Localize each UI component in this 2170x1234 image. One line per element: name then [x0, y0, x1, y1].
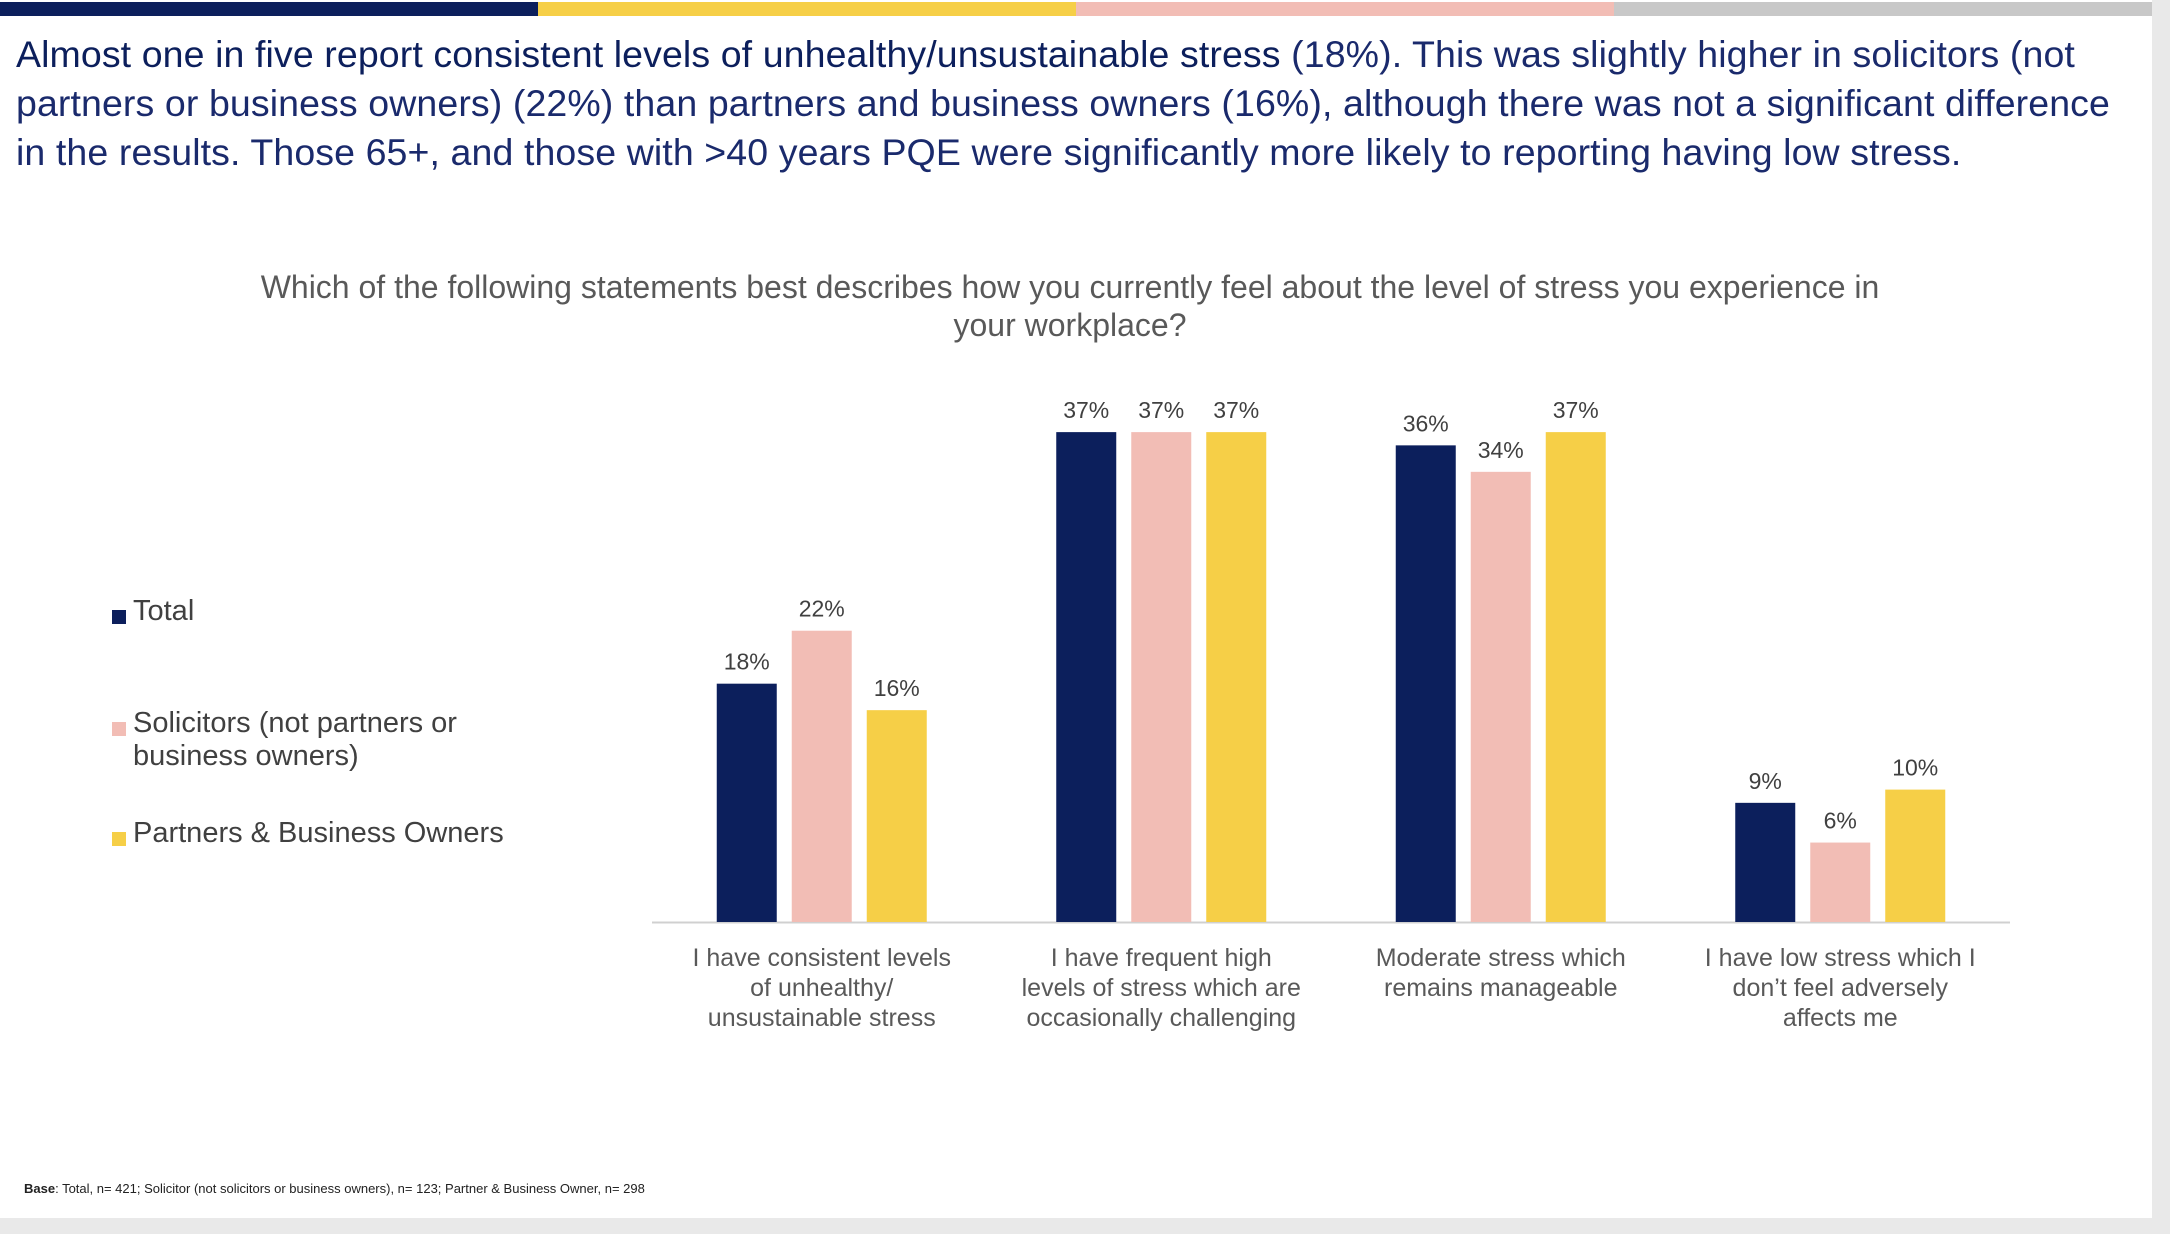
top-bar-segment-grey: [1614, 2, 2152, 16]
headline-rest: (18%). This was slightly higher in solic…: [16, 33, 2110, 173]
bar-partners-2: [1206, 432, 1267, 922]
bar-solicitors-3: [1470, 471, 1531, 922]
data-label-partners-2: 37%: [1213, 397, 1259, 423]
chart-title: Which of the following statements best d…: [260, 269, 1880, 343]
category-label-3: Moderate stress which remains manageable: [1376, 944, 1626, 1002]
bar-solicitors-1: [791, 630, 852, 922]
bar-total-1: [716, 683, 777, 922]
bar-partners-4: [1885, 789, 1946, 922]
bar-total-3: [1395, 445, 1456, 922]
data-label-solicitors-1: 22%: [799, 596, 845, 622]
top-color-bar: [0, 2, 2152, 16]
bar-chart: 18% 22% 16% I have consistent levels of unhe…: [652, 397, 2010, 1032]
legend-swatch-partners: [112, 832, 126, 846]
bar-partners-3: [1545, 432, 1606, 922]
top-bar-segment-navy: [0, 2, 538, 16]
slide: Almost one in five report consistent lev…: [0, 0, 2152, 1218]
top-bar-segment-yellow: [538, 2, 1076, 16]
data-label-total-1: 18%: [724, 649, 770, 675]
legend-swatch-total: [112, 610, 126, 624]
data-label-solicitors-3: 34%: [1478, 437, 1524, 463]
bar-partners-1: [866, 710, 927, 922]
footnote-label: Base: [24, 1181, 56, 1196]
bar-total-2: [1056, 432, 1117, 922]
data-label-partners-1: 16%: [874, 675, 920, 701]
bar-solicitors-4: [1810, 842, 1871, 922]
footnote-text: : Total, n= 421; Solicitor (not solicito…: [55, 1181, 645, 1196]
data-label-total-4: 9%: [1749, 768, 1782, 794]
legend-label-total: Total: [133, 595, 195, 627]
footnote: Base: Total, n= 421; Solicitor (not soli…: [24, 1181, 645, 1196]
headline-lead: Almost one in five report consistent lev…: [16, 33, 1281, 75]
top-bar-segment-pink: [1076, 2, 1614, 16]
data-label-total-3: 36%: [1403, 410, 1449, 436]
data-label-solicitors-2: 37%: [1138, 397, 1184, 423]
data-label-partners-3: 37%: [1553, 397, 1599, 423]
data-label-partners-4: 10%: [1892, 755, 1938, 781]
data-label-total-2: 37%: [1063, 397, 1109, 423]
category-label-2: I have frequent high levels of stress whi…: [1022, 944, 1301, 1032]
data-label-solicitors-4: 6%: [1824, 808, 1857, 834]
bar-total-4: [1735, 802, 1796, 922]
category-label-1: I have consistent levels of unhealthy/uns…: [693, 944, 951, 1032]
bar-solicitors-2: [1131, 432, 1192, 922]
legend-label-solicitors: Solicitors (not partners or business own…: [133, 707, 457, 772]
legend-swatch-solicitors: [112, 722, 126, 736]
legend-label-partners: Partners & Business Owners: [133, 817, 504, 849]
headline: Almost one in five report consistent lev…: [16, 30, 2136, 177]
